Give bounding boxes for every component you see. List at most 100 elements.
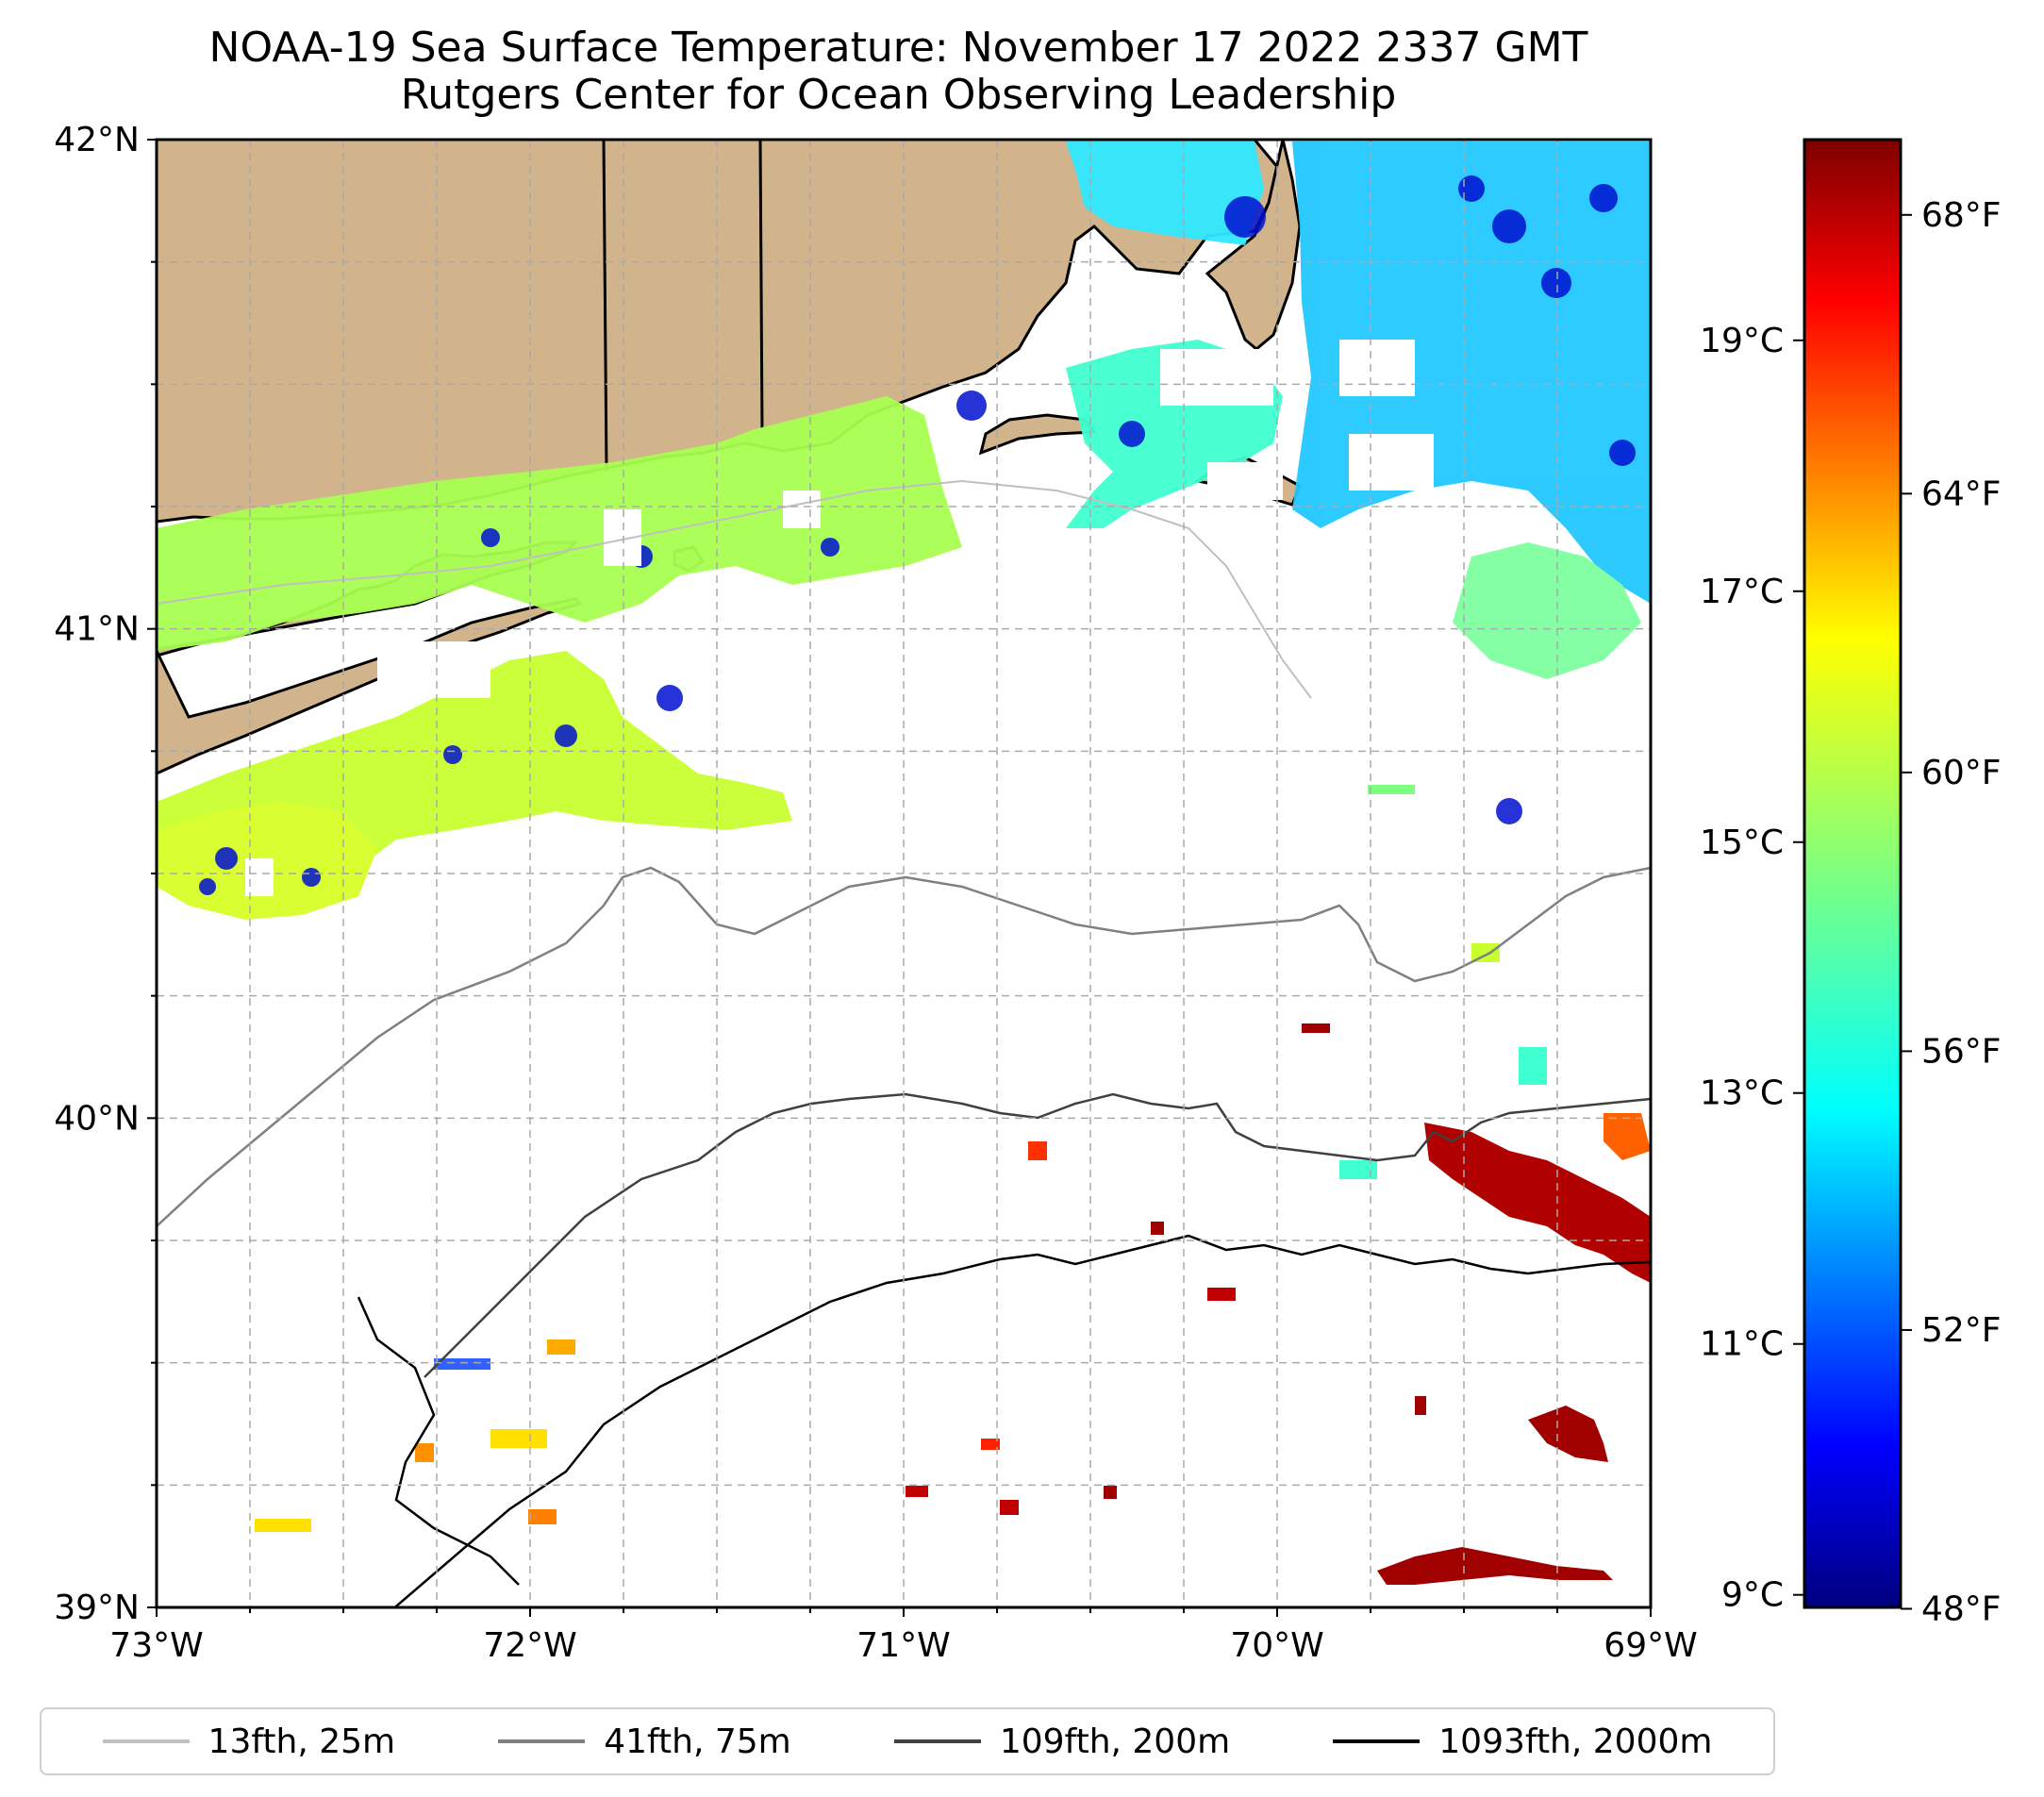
warm-speck <box>1207 1288 1236 1301</box>
legend-label: 1093fth, 2000m <box>1438 1722 1713 1761</box>
sst-scattered-patches <box>255 785 1547 1532</box>
latitude-ticks: 42°N 41°N 40°N 39°N <box>54 121 157 1627</box>
title-line-2: Rutgers Center for Ocean Observing Leade… <box>400 71 1397 119</box>
legend-swatch <box>893 1739 981 1743</box>
celsius-tick-label: 15°C <box>1700 824 1784 862</box>
warm-speck <box>1000 1500 1019 1515</box>
chart-title: NOAA-19 Sea Surface Temperature: Novembe… <box>0 25 1797 119</box>
patch <box>1368 785 1415 794</box>
patch <box>415 1443 434 1462</box>
legend-label: 41fth, 75m <box>604 1722 791 1761</box>
gap <box>1207 462 1283 500</box>
lat-tick-label: 41°N <box>54 610 140 649</box>
lat-tick-label: 42°N <box>54 121 140 159</box>
cold-pocket <box>1224 196 1266 238</box>
cold-pocket <box>821 538 839 557</box>
cold-pocket <box>1609 440 1636 466</box>
patch <box>528 1509 557 1524</box>
fahrenheit-tick-label: 64°F <box>1921 474 2002 513</box>
celsius-tick-label: 9°C <box>1721 1576 1784 1615</box>
cold-pocket <box>1458 175 1485 202</box>
state-border-ct-ri <box>758 140 764 430</box>
fahrenheit-tick-label: 68°F <box>1921 196 2002 235</box>
celsius-tick-label: 19°C <box>1700 322 1784 360</box>
legend-swatch <box>1333 1739 1421 1743</box>
patch <box>434 1358 490 1370</box>
sst-cold-pockets <box>199 175 1636 895</box>
isobath-2000m-inner <box>357 1296 520 1586</box>
isobath-legend: 13fth, 25m 41fth, 75m 109fth, 200m 1093f… <box>40 1707 1775 1775</box>
cold-pocket <box>199 878 216 895</box>
title-line-1: NOAA-19 Sea Surface Temperature: Novembe… <box>208 24 1588 72</box>
gap <box>1160 349 1273 406</box>
colorbar-fahrenheit-axis: 68°F 64°F 60°F 56°F 52°F 48°F <box>1901 196 2002 1628</box>
legend-item-25m: 13fth, 25m <box>102 1722 396 1761</box>
warm-speck <box>1028 1141 1047 1160</box>
state-border-ny-ct <box>602 140 608 473</box>
lon-tick-label: 69°W <box>1604 1626 1697 1665</box>
legend-item-2000m: 1093fth, 2000m <box>1333 1722 1712 1761</box>
warm-patch-south <box>1377 1547 1613 1585</box>
patch <box>547 1339 575 1355</box>
gridlines <box>157 140 1651 1607</box>
cold-pocket <box>481 528 500 547</box>
warm-speck <box>1151 1222 1164 1235</box>
warm-patch-southeast <box>1528 1406 1608 1462</box>
cold-pocket <box>1492 209 1526 243</box>
legend-swatch <box>102 1739 190 1743</box>
lat-tick-label: 39°N <box>54 1589 140 1627</box>
sst-warm-patches <box>906 1023 1651 1585</box>
sst-patch-cape-shoals <box>1453 542 1641 679</box>
gap <box>377 641 490 698</box>
legend-item-200m: 109fth, 200m <box>893 1722 1231 1761</box>
cold-pocket <box>1541 268 1571 298</box>
legend-item-75m: 41fth, 75m <box>498 1722 791 1761</box>
gap <box>783 491 821 528</box>
lon-tick-label: 72°W <box>483 1626 576 1665</box>
lon-tick-label: 73°W <box>109 1626 203 1665</box>
cold-pocket <box>1496 798 1522 824</box>
legend-label: 13fth, 25m <box>208 1722 396 1761</box>
warm-speck <box>1415 1396 1426 1415</box>
celsius-tick-label: 17°C <box>1700 573 1784 611</box>
cold-pocket <box>443 745 462 764</box>
celsius-tick-label: 13°C <box>1700 1074 1784 1113</box>
colorbar-celsius-axis: 19°C 17°C 15°C 13°C 11°C 9°C <box>1700 322 1804 1615</box>
sst-patch-buzzards-bay <box>1066 141 1264 245</box>
fahrenheit-tick-label: 52°F <box>1921 1311 2002 1350</box>
gap <box>1349 434 1434 491</box>
warm-speck <box>981 1439 1000 1450</box>
cold-pocket <box>302 868 321 887</box>
gap <box>1339 340 1415 396</box>
lat-tick-label: 40°N <box>54 1099 140 1138</box>
warm-patch-east-orange <box>1604 1113 1651 1160</box>
warm-speck <box>1302 1023 1330 1033</box>
patch <box>1339 1160 1377 1179</box>
patch <box>255 1519 311 1532</box>
sst-patch-north-shore <box>157 396 962 651</box>
cold-pocket <box>956 391 987 421</box>
cold-pocket <box>1589 184 1618 212</box>
patch <box>1519 1047 1547 1085</box>
warm-patch-gulf-stream-ne <box>1424 1123 1651 1283</box>
legend-label: 109fth, 200m <box>999 1722 1231 1761</box>
cold-pocket <box>215 847 238 870</box>
gap <box>245 858 274 896</box>
isobath-2000m <box>392 1234 1651 1607</box>
fahrenheit-tick-label: 56°F <box>1921 1032 2002 1071</box>
warm-speck <box>1104 1486 1117 1499</box>
isobath-75m <box>157 866 1651 1227</box>
lon-tick-label: 70°W <box>1230 1626 1323 1665</box>
fahrenheit-tick-label: 48°F <box>1921 1589 2002 1628</box>
celsius-tick-label: 11°C <box>1700 1325 1784 1364</box>
colorbar-gradient <box>1803 138 1903 1609</box>
patch <box>490 1429 547 1448</box>
legend-swatch <box>498 1739 586 1743</box>
warm-speck <box>906 1486 928 1497</box>
cold-pocket <box>656 685 683 711</box>
isobath-25m <box>157 479 1312 699</box>
isobath-200m <box>424 1092 1651 1378</box>
lon-tick-label: 71°W <box>856 1626 950 1665</box>
cold-pocket <box>555 724 577 747</box>
